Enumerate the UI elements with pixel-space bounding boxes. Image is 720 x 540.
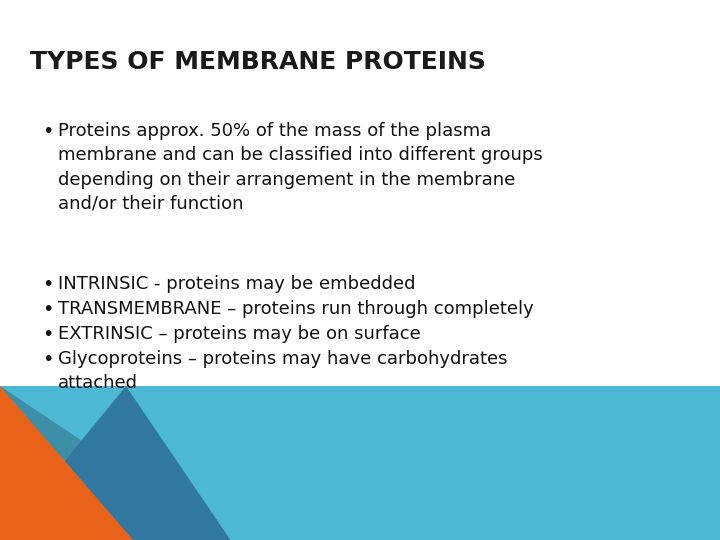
Polygon shape xyxy=(0,386,230,540)
Text: INTRINSIC - proteins may be embedded: INTRINSIC - proteins may be embedded xyxy=(58,275,415,293)
Text: EXTRINSIC – proteins may be on surface: EXTRINSIC – proteins may be on surface xyxy=(58,325,420,343)
Text: Glycoproteins – proteins may have carbohydrates
attached: Glycoproteins – proteins may have carboh… xyxy=(58,350,508,392)
Text: •: • xyxy=(42,325,53,344)
Text: •: • xyxy=(42,300,53,319)
Text: Proteins approx. 50% of the mass of the plasma
membrane and can be classified in: Proteins approx. 50% of the mass of the … xyxy=(58,122,543,213)
Text: TRANSMEMBRANE – proteins run through completely: TRANSMEMBRANE – proteins run through com… xyxy=(58,300,534,318)
Text: •: • xyxy=(42,275,53,294)
Text: •: • xyxy=(42,122,53,141)
Text: •: • xyxy=(42,350,53,369)
Text: TYPES OF MEMBRANE PROTEINS: TYPES OF MEMBRANE PROTEINS xyxy=(30,50,486,74)
Polygon shape xyxy=(0,386,230,540)
Polygon shape xyxy=(0,386,133,540)
Bar xyxy=(0,386,720,540)
